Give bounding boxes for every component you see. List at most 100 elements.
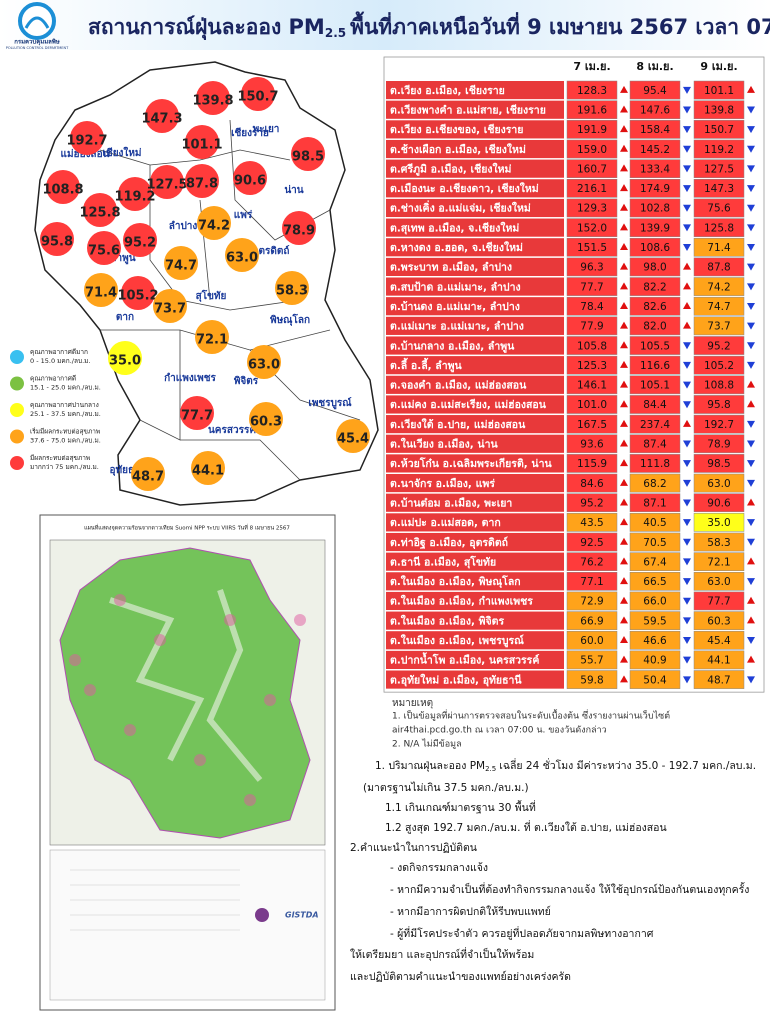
value: 159.0 [577, 144, 607, 156]
value: 68.2 [643, 478, 666, 490]
value: 98.5 [707, 458, 730, 470]
value-cell [693, 316, 745, 336]
value-cell [566, 473, 618, 493]
trend-arrow [747, 361, 755, 369]
station-cell [386, 650, 564, 669]
value-cell [629, 336, 681, 355]
station-bubble [87, 231, 121, 265]
value: 167.5 [577, 419, 607, 431]
trend-arrow [683, 656, 691, 664]
value: 191.9 [577, 124, 607, 136]
value: 58.3 [707, 537, 730, 549]
value: 108.6 [640, 242, 670, 254]
value: 93.6 [580, 439, 604, 451]
trend-arrow [620, 125, 628, 133]
station-name: ต.บ้านต๋อม อ.เมือง, พะเยา [390, 496, 512, 509]
bubble-value: 105.2 [117, 289, 158, 304]
value: 216.1 [577, 183, 607, 195]
value: 70.5 [643, 537, 666, 549]
station-bubble [195, 320, 229, 354]
value-cell [566, 80, 618, 100]
province-name: สุโขทัย [196, 289, 227, 302]
station-name: ต.ในเมือง อ.เมือง, กำแพงเพชร [390, 594, 533, 608]
legend-text: มากกว่า 75 มคก./ลบ.ม. [30, 463, 99, 471]
value-cell [629, 159, 681, 179]
value: 73.7 [707, 321, 730, 333]
station-bubble [196, 81, 230, 115]
trend-arrow [620, 341, 628, 349]
trend-arrow [747, 224, 755, 232]
trend-arrow [683, 419, 691, 427]
value: 50.4 [643, 674, 667, 686]
value: 87.4 [643, 439, 667, 451]
value: 125.8 [704, 222, 734, 234]
value-cell [693, 198, 745, 218]
station-bubble [121, 276, 155, 310]
value-cell [693, 100, 745, 120]
province-name: เพชรบูรณ์ [308, 397, 352, 410]
station-name: ต.แม่คง อ.แม่สะเรียง, แม่ฮ่องสอน [390, 398, 547, 411]
notes-title: หมายเหตุ [392, 698, 433, 709]
legend-text: คุณภาพอากาศดีมาก [30, 348, 88, 356]
station-bubble [241, 77, 275, 111]
value: 84.4 [643, 399, 667, 411]
value: 192.7 [704, 419, 734, 431]
value: 66.5 [643, 576, 666, 588]
station-cell [386, 375, 564, 394]
trend-arrow [620, 557, 628, 565]
value-cell [566, 159, 618, 179]
station-cell [386, 513, 564, 532]
station-bubble [40, 222, 74, 256]
value-cell [693, 355, 745, 375]
note-line: 1. เป็นข้อมูลที่ผ่านการตรวจสอบในระดับเบื… [392, 709, 670, 722]
trend-arrow [620, 85, 628, 93]
value: 98.0 [643, 262, 666, 274]
province-name: เชียงราย [231, 127, 269, 139]
value: 35.0 [707, 517, 730, 529]
value: 115.9 [577, 458, 607, 470]
trend-arrow [747, 676, 755, 684]
province-name: เชียงใหม่ [102, 146, 141, 159]
value: 95.4 [643, 85, 667, 97]
value: 92.5 [580, 537, 603, 549]
station-bubble [84, 273, 118, 307]
legend-swatch [10, 350, 24, 364]
value: 96.3 [580, 262, 603, 274]
trend-arrow [620, 262, 628, 270]
value-cell [693, 630, 745, 650]
bubble-value: 63.0 [226, 251, 258, 266]
value: 133.4 [640, 163, 670, 175]
value-cell [693, 532, 745, 552]
value-cell [693, 513, 745, 532]
station-name: ต.แม่ปะ อ.แม่สอด, ตาก [390, 517, 501, 529]
legend-swatch [10, 429, 24, 444]
bubble-value: 108.8 [42, 183, 83, 198]
value: 95.8 [707, 399, 730, 411]
bubble-value: 147.3 [141, 112, 182, 127]
value: 40.5 [643, 517, 666, 529]
value: 82.6 [643, 301, 667, 313]
page-title: สถานการณ์ฝุ่นละออง PM2.5 พื้นที่ภาคเหนือว… [88, 11, 770, 41]
station-cell [386, 434, 564, 453]
value-cell [693, 375, 745, 395]
value: 237.4 [640, 419, 670, 431]
station-bubble [282, 211, 316, 245]
summary-line: ให้เตรียมยา และอุปกรณ์ที่จำเป็นให้พร้อม [350, 947, 534, 961]
value-cell [693, 611, 745, 630]
value-cell [566, 493, 618, 513]
station-name: ต.เวียง อ.เมือง, เชียงราย [390, 84, 505, 97]
station-name: ต.ห้วยโก๋น อ.เฉลิมพระเกียรติ, น่าน [390, 457, 552, 470]
value: 63.0 [707, 576, 730, 588]
station-cell [386, 316, 564, 335]
station-cell [386, 297, 564, 316]
trend-arrow [620, 577, 628, 585]
trend-arrow [747, 106, 755, 114]
summary-line: 1.2 สูงสุด 192.7 มคก./ลบ.ม. ที่ ต.เวียงใ… [385, 820, 667, 834]
sat-logo-mark [255, 908, 269, 922]
station-cell [386, 336, 564, 355]
value: 72.1 [707, 556, 730, 568]
trend-arrow [747, 420, 755, 428]
trend-arrow [683, 301, 691, 309]
value: 66.0 [643, 596, 666, 608]
bubble-value: 48.7 [132, 470, 164, 485]
